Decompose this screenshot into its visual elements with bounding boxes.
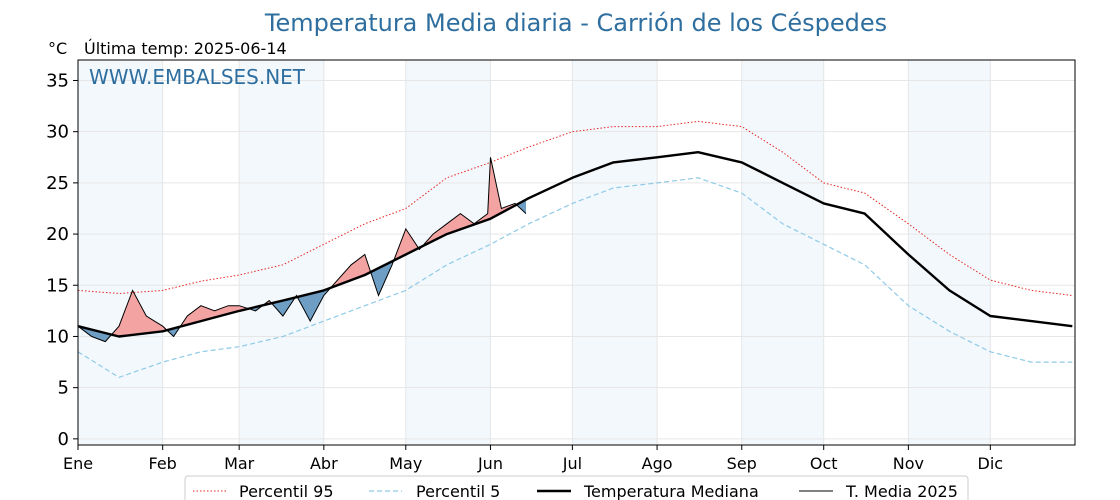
month-bands	[78, 60, 991, 445]
y-tick-label: 15	[46, 275, 69, 296]
legend-label-median: Temperatura Mediana	[583, 482, 759, 500]
y-tick-label: 20	[46, 224, 69, 245]
month-band	[572, 60, 658, 445]
chart-title: Temperatura Media diaria - Carrión de lo…	[264, 9, 887, 37]
series-line-median	[77, 151, 1073, 338]
watermark: WWW.EMBALSES.NET	[89, 65, 306, 89]
x-tick-label: Feb	[149, 454, 177, 473]
x-tick-label: Mar	[224, 454, 255, 473]
series-line-2025	[77, 157, 527, 343]
x-tick-label: Oct	[810, 454, 838, 473]
x-tick-label: Abr	[310, 454, 338, 473]
month-band	[741, 60, 824, 445]
y-tick-label: 25	[46, 173, 69, 194]
x-tick-label: Jul	[562, 454, 582, 473]
last-temp-label: Última temp: 2025-06-14	[84, 39, 287, 58]
legend-frame	[184, 475, 969, 500]
y-tick-label: 5	[58, 378, 69, 399]
month-band	[78, 60, 163, 445]
legend-label-p5: Percentil 5	[416, 482, 500, 500]
x-tick-label: Dic	[978, 454, 1004, 473]
y-tick-label: 35	[46, 70, 69, 91]
legend-label-2025: T. Media 2025	[845, 482, 958, 500]
series-line-p95	[77, 120, 1073, 296]
x-tick-label: Sep	[727, 454, 757, 473]
plot-frame	[77, 59, 1076, 446]
y-tick-label: 10	[46, 326, 69, 347]
anomaly-fills	[78, 157, 526, 342]
x-axis: Ene Feb Mar Abr May Jun Jul Ago Sep Oct Nov Dic	[63, 445, 1003, 473]
x-tick-label: May	[389, 454, 422, 473]
x-tick-label: Jun	[477, 454, 503, 473]
y-tick-label: 30	[46, 122, 69, 143]
legend: Percentil 95 Percentil 5 Temperatura Med…	[184, 475, 969, 500]
x-tick-label: Ago	[642, 454, 673, 473]
above-median-fill	[78, 157, 526, 337]
y-axis: 0 5 10 15 20 25 30 35	[46, 70, 78, 450]
x-tick-label: Nov	[893, 454, 924, 473]
month-band	[239, 60, 324, 445]
month-band	[908, 60, 991, 445]
y-unit-label: °C	[48, 39, 67, 58]
y-tick-label: 0	[58, 429, 69, 450]
x-tick-label: Ene	[63, 454, 93, 473]
legend-label-p95: Percentil 95	[239, 482, 334, 500]
series-line-p5	[77, 177, 1073, 379]
series-lines	[77, 120, 1073, 379]
month-band	[405, 60, 491, 445]
